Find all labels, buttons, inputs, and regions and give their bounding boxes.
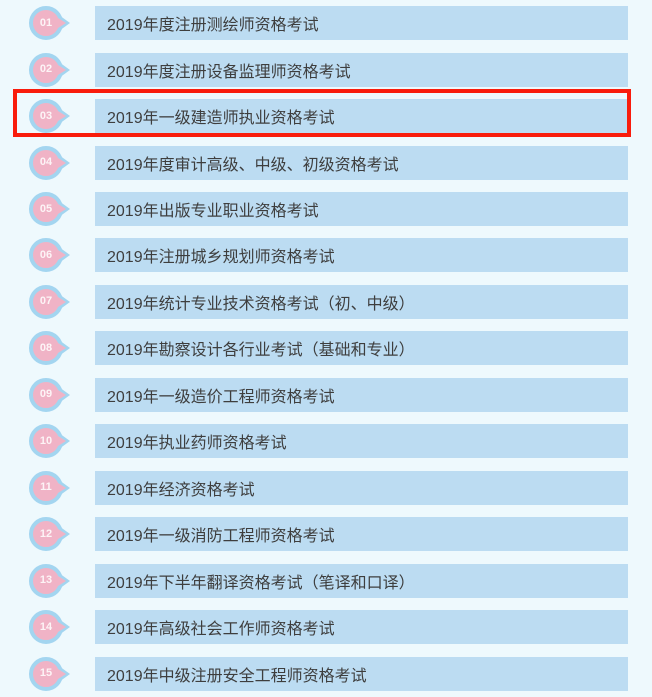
exam-title: 2019年下半年翻译资格考试（笔译和口译） (107, 574, 415, 592)
exam-title-bar[interactable]: 2019年注册城乡规划师资格考试 (95, 238, 628, 273)
exam-list-item[interactable]: 11 2019年经济资格考试 (0, 465, 652, 511)
item-number: 12 (39, 527, 53, 540)
exam-list-item[interactable]: 04 2019年度审计高级、中级、初级资格考试 (0, 139, 652, 185)
exam-title: 2019年统计专业技术资格考试（初、中级） (107, 295, 415, 313)
exam-title: 2019年勘察设计各行业考试（基础和专业） (107, 342, 415, 360)
item-number: 02 (39, 63, 53, 76)
item-number-badge: 08 (29, 331, 70, 366)
badge-tail-inner-icon (58, 157, 66, 168)
exam-list-item[interactable]: 15 2019年中级注册安全工程师资格考试 (0, 650, 652, 696)
item-number: 08 (39, 341, 53, 354)
item-number-badge: 15 (29, 656, 70, 691)
exam-title-bar[interactable]: 2019年统计专业技术资格考试（初、中级） (95, 284, 628, 319)
item-number: 03 (39, 109, 53, 122)
item-number: 15 (39, 667, 53, 680)
item-number-badge: 05 (29, 192, 70, 227)
exam-list-item[interactable]: 14 2019年高级社会工作师资格考试 (0, 604, 652, 650)
exam-title: 2019年度审计高级、中级、初级资格考试 (107, 156, 399, 174)
badge-tail-inner-icon (58, 250, 66, 261)
exam-title-bar[interactable]: 2019年下半年翻译资格考试（笔译和口译） (95, 563, 628, 598)
exam-list-item[interactable]: 09 2019年一级造价工程师资格考试 (0, 372, 652, 418)
item-number-badge: 09 (29, 377, 70, 412)
exam-title-bar[interactable]: 2019年高级社会工作师资格考试 (95, 610, 628, 645)
exam-title: 2019年注册城乡规划师资格考试 (107, 249, 335, 267)
item-number-circle: 10 (29, 424, 63, 459)
exam-title-bar[interactable]: 2019年经济资格考试 (95, 470, 628, 505)
item-number-circle: 11 (29, 470, 63, 505)
badge-tail-inner-icon (58, 389, 66, 400)
item-number-badge: 07 (29, 284, 70, 319)
exam-list-item[interactable]: 05 2019年出版专业职业资格考试 (0, 186, 652, 232)
item-number-badge: 03 (29, 99, 70, 134)
item-number-badge: 01 (29, 6, 70, 41)
item-number-circle: 07 (29, 284, 63, 319)
badge-tail-inner-icon (58, 296, 66, 307)
exam-title-bar[interactable]: 2019年中级注册安全工程师资格考试 (95, 656, 628, 691)
item-number: 01 (39, 16, 53, 29)
item-number-badge: 06 (29, 238, 70, 273)
exam-title: 2019年一级造价工程师资格考试 (107, 388, 335, 406)
exam-title: 2019年执业药师资格考试 (107, 435, 287, 453)
item-number: 06 (39, 248, 53, 261)
badge-tail-inner-icon (58, 204, 66, 215)
badge-tail-inner-icon (58, 668, 66, 679)
exam-list-item[interactable]: 12 2019年一级消防工程师资格考试 (0, 511, 652, 557)
item-number: 04 (39, 156, 53, 169)
exam-title: 2019年高级社会工作师资格考试 (107, 621, 335, 639)
exam-title-bar[interactable]: 2019年度注册测绘师资格考试 (95, 6, 628, 41)
exam-title-bar[interactable]: 2019年一级建造师执业资格考试 (95, 99, 628, 134)
item-number-badge: 13 (29, 563, 70, 598)
item-number-badge: 12 (29, 517, 70, 552)
exam-title-bar[interactable]: 2019年一级造价工程师资格考试 (95, 377, 628, 412)
item-number-badge: 14 (29, 610, 70, 645)
item-number: 11 (40, 481, 52, 494)
exam-title-bar[interactable]: 2019年执业药师资格考试 (95, 424, 628, 459)
exam-list-item[interactable]: 02 2019年度注册设备监理师资格考试 (0, 46, 652, 92)
exam-list-item[interactable]: 08 2019年勘察设计各行业考试（基础和专业） (0, 325, 652, 371)
item-number: 13 (39, 574, 53, 587)
item-number: 14 (39, 620, 53, 633)
item-number: 05 (39, 202, 53, 215)
exam-list-item[interactable]: 03 2019年一级建造师执业资格考试 (0, 88, 652, 139)
exam-title: 2019年经济资格考试 (107, 481, 255, 499)
item-number-badge: 11 (29, 470, 70, 505)
exam-title-bar[interactable]: 2019年出版专业职业资格考试 (95, 192, 628, 227)
badge-tail-inner-icon (58, 436, 66, 447)
item-number-badge: 02 (29, 52, 70, 87)
exam-title: 2019年出版专业职业资格考试 (107, 203, 319, 221)
badge-tail-inner-icon (58, 18, 66, 29)
item-number: 07 (39, 295, 53, 308)
item-number: 10 (39, 434, 53, 447)
badge-tail-inner-icon (58, 343, 66, 354)
exam-title-bar[interactable]: 2019年一级消防工程师资格考试 (95, 517, 628, 552)
exam-list-item[interactable]: 13 2019年下半年翻译资格考试（笔译和口译） (0, 557, 652, 603)
exam-title-bar[interactable]: 2019年度注册设备监理师资格考试 (95, 52, 628, 87)
exam-list-item[interactable]: 10 2019年执业药师资格考试 (0, 418, 652, 464)
item-number-badge: 04 (29, 145, 70, 180)
exam-list-item[interactable]: 01 2019年度注册测绘师资格考试 (0, 0, 652, 46)
badge-tail-inner-icon (58, 111, 66, 122)
exam-list-item[interactable]: 07 2019年统计专业技术资格考试（初、中级） (0, 279, 652, 325)
exam-list-item[interactable]: 06 2019年注册城乡规划师资格考试 (0, 232, 652, 278)
exam-title: 2019年中级注册安全工程师资格考试 (107, 667, 367, 685)
badge-tail-inner-icon (58, 482, 66, 493)
badge-tail-inner-icon (58, 622, 66, 633)
exam-title-bar[interactable]: 2019年度审计高级、中级、初级资格考试 (95, 145, 628, 180)
item-number-badge: 10 (29, 424, 70, 459)
badge-tail-inner-icon (58, 64, 66, 75)
badge-tail-inner-icon (58, 575, 66, 586)
badge-tail-inner-icon (58, 529, 66, 540)
exam-title-bar[interactable]: 2019年勘察设计各行业考试（基础和专业） (95, 331, 628, 366)
exam-title: 2019年一级消防工程师资格考试 (107, 528, 335, 546)
exam-title: 2019年度注册设备监理师资格考试 (107, 63, 351, 81)
exam-title: 2019年一级建造师执业资格考试 (107, 110, 335, 128)
exam-title: 2019年度注册测绘师资格考试 (107, 17, 319, 35)
item-number: 09 (39, 388, 53, 401)
